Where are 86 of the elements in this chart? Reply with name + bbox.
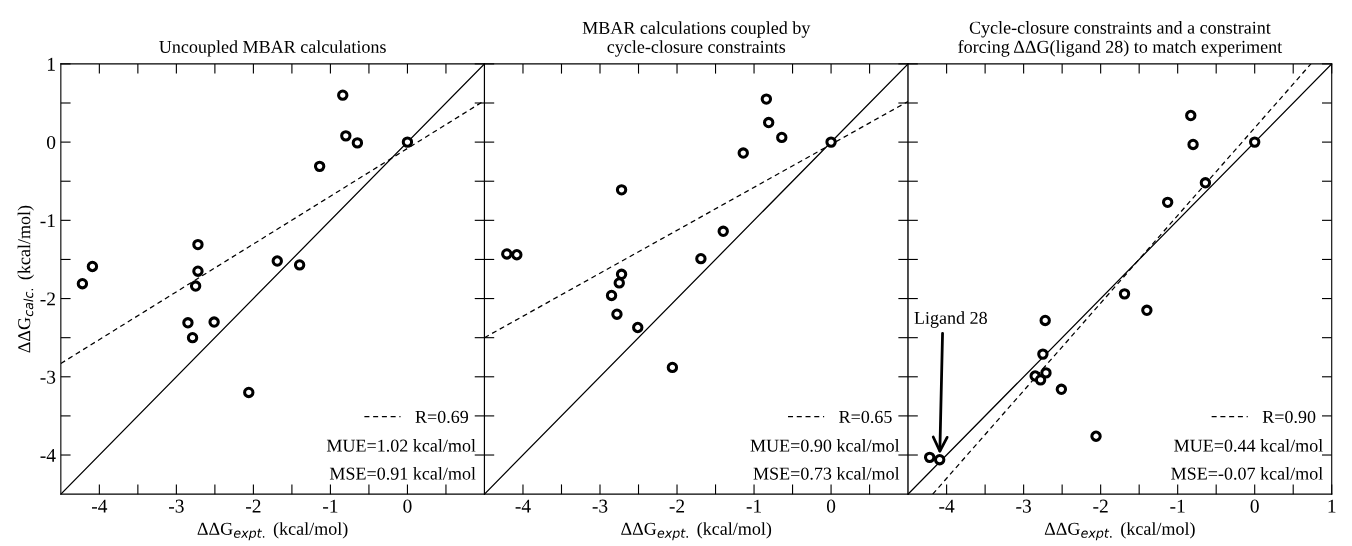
- point: [182, 317, 194, 329]
- point: [208, 316, 220, 328]
- point: [605, 289, 618, 302]
- point: [760, 93, 773, 105]
- legend-label: R=0.69: [415, 410, 469, 424]
- x-tick-label: 0: [403, 499, 412, 513]
- point: [76, 278, 89, 290]
- chart-title: MBAR calculations coupled by cycle-closure constraints: [582, 21, 811, 57]
- x-axis-title: ΔΔG$_{expt.}$ (kcal/mol): [621, 522, 772, 541]
- point: [776, 131, 788, 144]
- point: [401, 136, 414, 148]
- point: [1034, 374, 1047, 386]
- y-tick-label: -4: [40, 448, 56, 462]
- point: [337, 89, 349, 101]
- point: [192, 265, 204, 277]
- point: [1090, 430, 1102, 442]
- point: [1040, 367, 1052, 379]
- y-tick-label: -1: [40, 214, 55, 228]
- point: [762, 116, 775, 129]
- annotation: MSE=-0.07 kcal/mol: [1171, 467, 1323, 480]
- x-tick-label: -4: [91, 499, 108, 513]
- point: [632, 321, 644, 334]
- point: [1037, 348, 1049, 360]
- x-axis-title: ΔΔG$_{expt.}$ (kcal/mol): [1044, 522, 1195, 541]
- point: [192, 238, 204, 251]
- point: [611, 308, 623, 320]
- y-tick-label: -2: [40, 292, 55, 306]
- x-tick-label: -3: [169, 499, 184, 513]
- point: [186, 331, 199, 344]
- point: [613, 277, 625, 289]
- point: [737, 147, 749, 159]
- chart-title: Uncoupled MBAR calculations: [159, 40, 386, 57]
- x-tick-label: -1: [746, 499, 761, 513]
- y-tick-label: 1: [47, 57, 55, 71]
- x-tick-label: -2: [1093, 499, 1108, 513]
- y-axis-title: ΔΔG$_{calc.}$ (kcal/mol): [17, 205, 34, 353]
- point: [933, 454, 946, 466]
- point: [313, 160, 326, 173]
- point: [1118, 288, 1131, 300]
- annotation: MSE=0.91 kcal/mol: [329, 467, 476, 480]
- x-tick-label: -2: [669, 499, 685, 513]
- point: [717, 225, 729, 237]
- point: [666, 361, 679, 374]
- x-tick-label: -1: [1170, 499, 1185, 513]
- point: [923, 451, 936, 464]
- annotation: MUE=1.02 kcal/mol: [326, 439, 476, 452]
- annotation: Ligand 28: [914, 311, 987, 328]
- x-tick-label: 0: [1250, 499, 1259, 513]
- annotation: MUE=0.44 kcal/mol: [1174, 439, 1323, 452]
- y-tick-label: 0: [47, 135, 56, 150]
- point: [695, 252, 707, 265]
- y-tick-label: -3: [40, 370, 56, 384]
- annotation: MUE=0.90 kcal/mol: [750, 439, 900, 452]
- annotation: MSE=0.73 kcal/mol: [753, 467, 900, 480]
- point: [293, 259, 306, 271]
- point: [1161, 196, 1174, 209]
- point: [189, 280, 202, 292]
- x-axis-title: ΔΔG$_{expt.}$ (kcal/mol): [197, 522, 348, 541]
- point: [1249, 136, 1261, 148]
- point: [86, 260, 99, 273]
- legend-label: R=0.90: [1262, 410, 1316, 424]
- x-tick-label: -3: [1016, 499, 1031, 513]
- chart-title: Cycle-closure constraints and a constraint forcing ΔΔG(ligand 28) to match experiment: [958, 21, 1283, 57]
- point: [615, 184, 628, 196]
- point: [1055, 383, 1068, 395]
- point: [615, 268, 628, 281]
- legend-label: R=0.65: [839, 410, 892, 424]
- x-tick-label: -1: [323, 499, 338, 513]
- point: [351, 137, 364, 149]
- point: [243, 386, 255, 399]
- point: [1199, 177, 1212, 189]
- x-tick-label: -4: [939, 499, 955, 513]
- point: [825, 136, 837, 148]
- x-tick-label: 1: [1328, 499, 1336, 513]
- point: [1187, 138, 1199, 151]
- point: [340, 130, 352, 142]
- point: [1185, 109, 1197, 122]
- x-tick-label: -3: [592, 499, 608, 513]
- point: [271, 255, 283, 267]
- point: [511, 249, 523, 261]
- x-tick-label: 0: [826, 499, 836, 513]
- x-tick-label: -4: [515, 499, 531, 513]
- point: [501, 248, 513, 260]
- point: [1039, 314, 1051, 327]
- point: [1141, 304, 1153, 316]
- x-tick-label: -2: [246, 499, 261, 513]
